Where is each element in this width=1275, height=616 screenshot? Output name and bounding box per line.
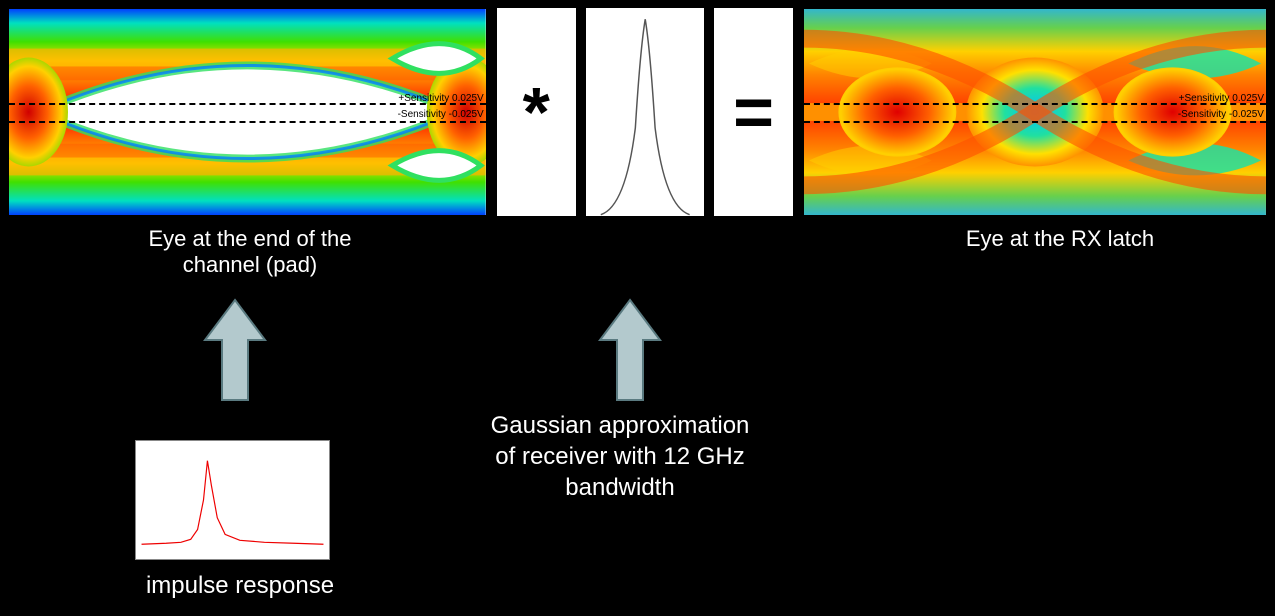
gaussian-svg: [586, 8, 704, 216]
impulse-svg: [136, 441, 329, 559]
caption-line: channel (pad): [183, 252, 318, 277]
sens-label-neg: -Sensitivity -0.025V: [398, 109, 484, 120]
arrow-up-left: [200, 295, 270, 405]
output-eye-caption: Eye at the RX latch: [870, 226, 1250, 252]
equals-symbol: =: [714, 8, 793, 216]
sens-label-pos: +Sensitivity 0.025V: [398, 93, 483, 104]
sens-label-pos-out: +Sensitivity 0.025V: [1179, 93, 1264, 104]
sens-line-neg-out: [804, 121, 1266, 123]
impulse-response-chart: [135, 440, 330, 560]
sens-label-neg-out: -Sensitivity -0.025V: [1178, 109, 1264, 120]
output-eye-diagram: +Sensitivity 0.025V -Sensitivity -0.025V: [803, 8, 1267, 216]
caption-line: Eye at the end of the: [148, 226, 351, 251]
convolution-symbol: *: [497, 8, 576, 216]
impulse-caption: impulse response: [130, 570, 350, 601]
caption-line: Gaussian approximation: [491, 412, 750, 439]
gaussian-pulse: [586, 8, 704, 216]
sens-line-neg: [9, 121, 486, 123]
caption-line: bandwidth: [565, 474, 674, 501]
arrow-up-right: [595, 295, 665, 405]
caption-line: of receiver with 12 GHz: [495, 443, 744, 470]
input-eye-caption: Eye at the end of the channel (pad): [40, 226, 460, 279]
input-eye-diagram: +Sensitivity 0.025V -Sensitivity -0.025V: [8, 8, 487, 216]
gaussian-caption: Gaussian approximation of receiver with …: [440, 410, 800, 504]
